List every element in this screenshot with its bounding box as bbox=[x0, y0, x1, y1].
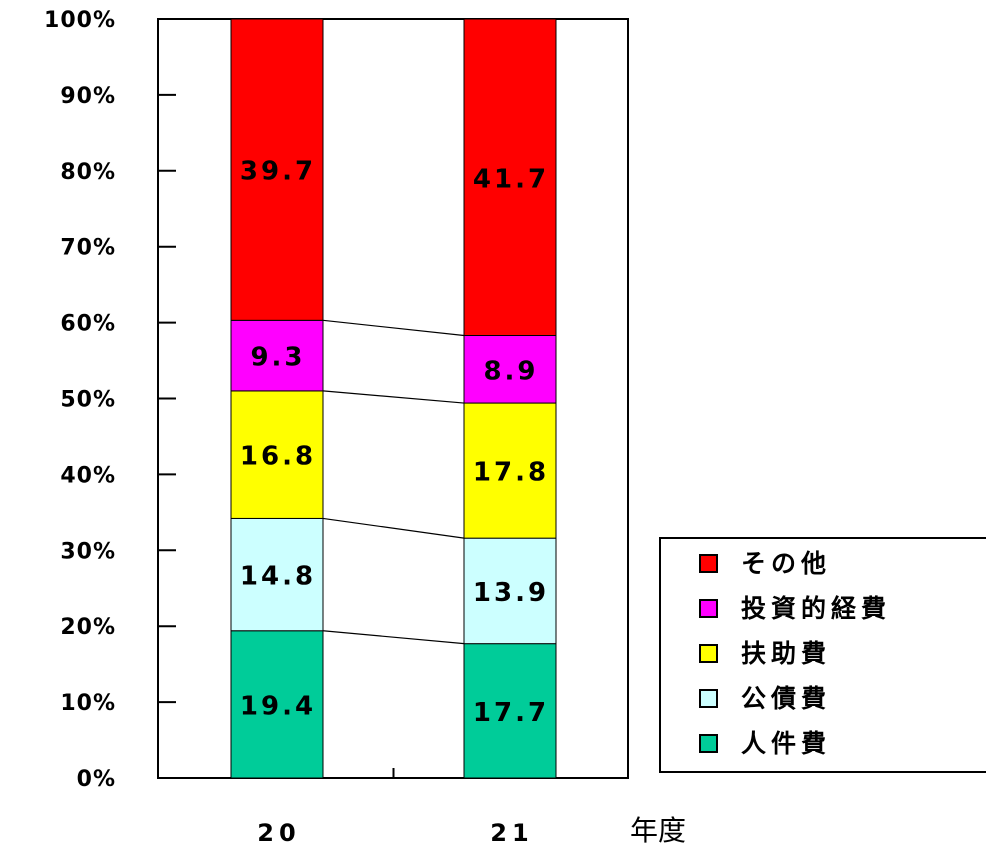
series-connector-line bbox=[322, 630, 465, 645]
data-label: 17.7 bbox=[473, 698, 549, 728]
x-axis-unit-label: 年度 bbox=[630, 814, 686, 847]
bars-group bbox=[230, 18, 557, 779]
legend-label: 人件費 bbox=[741, 729, 831, 758]
y-tick-label: 50% bbox=[60, 388, 116, 413]
bar-segment bbox=[463, 18, 557, 337]
y-tick-label: 70% bbox=[60, 236, 116, 261]
legend-box bbox=[659, 537, 986, 773]
y-tick-label: 30% bbox=[60, 539, 116, 564]
series-connector-line bbox=[322, 517, 465, 539]
series-connector-line bbox=[322, 319, 465, 337]
bar-segment bbox=[463, 643, 557, 779]
axes-group: 0% 10% 20% 30% 40% 50% 60% 70% 80% 90% 100% 20 21 bbox=[44, 8, 629, 847]
data-label: 17.8 bbox=[473, 458, 549, 488]
y-tick-label: 0% bbox=[77, 767, 116, 792]
bar-segment bbox=[230, 319, 324, 392]
series-lines-group bbox=[322, 319, 465, 645]
legend-label: 公債費 bbox=[741, 684, 831, 713]
bar-segment bbox=[230, 18, 324, 321]
y-tick-label: 10% bbox=[60, 691, 116, 716]
series-connector-line bbox=[322, 390, 465, 404]
x-tick-label: 20 bbox=[257, 819, 300, 847]
bar-segment bbox=[463, 335, 557, 404]
data-label: 39.7 bbox=[240, 157, 316, 187]
legend-swatch bbox=[699, 554, 718, 573]
legend-swatch bbox=[699, 599, 718, 618]
legend-label: 投資的経費 bbox=[741, 594, 891, 623]
x-tick-label: 21 bbox=[490, 819, 533, 847]
data-label: 19.4 bbox=[240, 691, 316, 721]
data-label: 13.9 bbox=[473, 578, 549, 608]
y-tick-label: 80% bbox=[60, 160, 116, 185]
data-label: 9.3 bbox=[250, 343, 305, 373]
bar-segment bbox=[230, 390, 324, 519]
y-tick-label: 90% bbox=[60, 84, 116, 109]
bar-segment bbox=[230, 517, 324, 632]
data-label: 14.8 bbox=[240, 562, 316, 592]
data-label: 16.8 bbox=[240, 442, 316, 472]
bar-segment bbox=[463, 402, 557, 539]
legend-label: 扶助費 bbox=[741, 639, 831, 668]
y-tick-label: 40% bbox=[60, 463, 116, 488]
y-tick-label: 100% bbox=[44, 8, 116, 33]
data-label: 8.9 bbox=[483, 356, 538, 386]
y-tick-label: 20% bbox=[60, 615, 116, 640]
plot-area-frame bbox=[157, 18, 629, 779]
legend-swatch bbox=[699, 689, 718, 708]
legend-label: その他 bbox=[741, 549, 831, 578]
data-labels-group: 19.4 14.8 16.8 9.3 39.7 17.7 13.9 17.8 8.9 41.7 bbox=[240, 157, 549, 728]
legend-swatch bbox=[699, 644, 718, 663]
data-label: 41.7 bbox=[473, 164, 549, 194]
y-tick-label: 60% bbox=[60, 312, 116, 337]
bar-segment bbox=[463, 537, 557, 645]
legend-swatch bbox=[699, 734, 718, 753]
